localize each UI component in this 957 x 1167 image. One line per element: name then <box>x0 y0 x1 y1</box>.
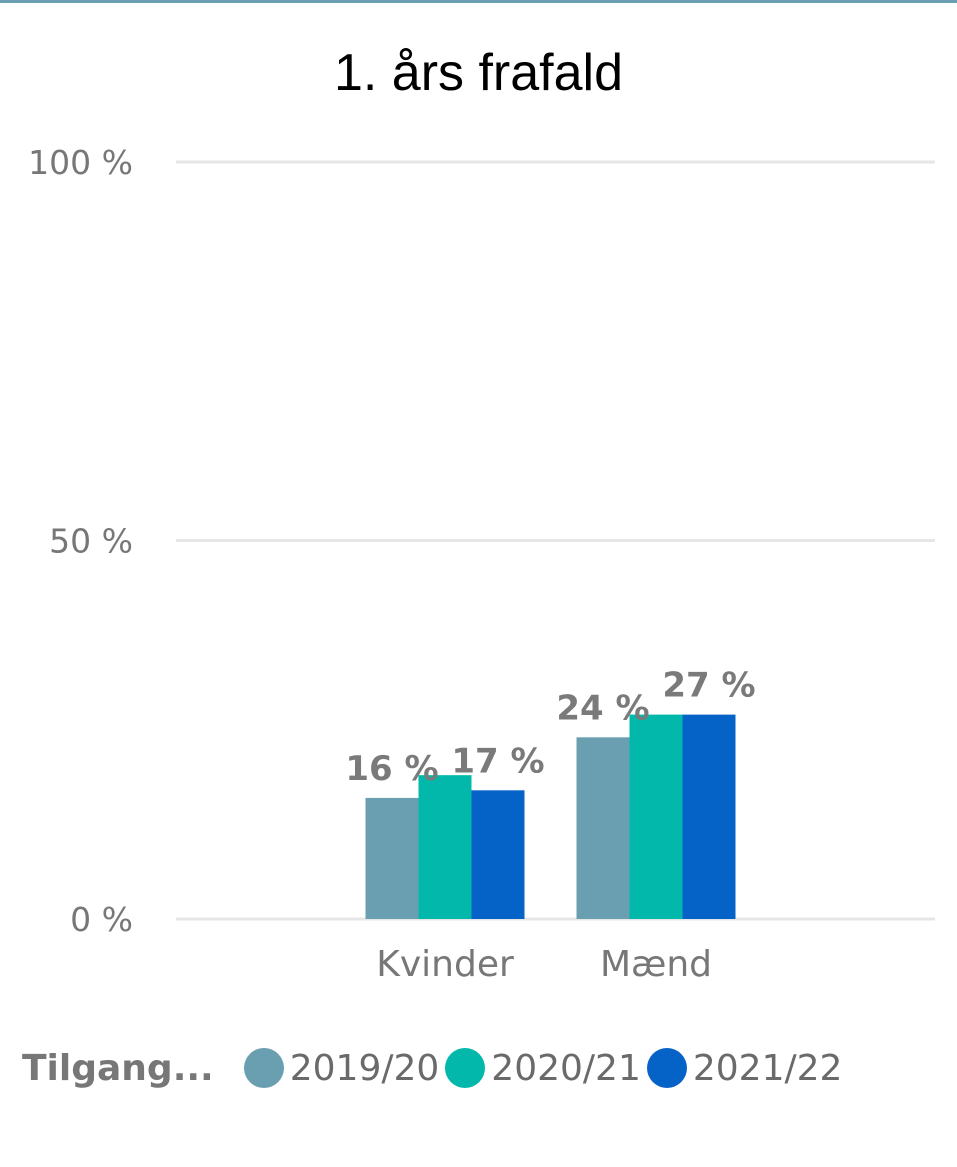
bar[interactable] <box>629 714 683 919</box>
y-tick-label: 100 % <box>28 143 133 182</box>
legend-item[interactable]: 2020/21 <box>445 1048 641 1089</box>
legend-swatch-icon <box>445 1048 486 1088</box>
data-label: 27 % <box>662 666 755 706</box>
bar[interactable] <box>576 737 630 919</box>
data-label: 16 % <box>345 749 438 789</box>
data-label: 24 % <box>556 688 649 728</box>
legend-label: 2021/22 <box>692 1047 843 1089</box>
bars <box>365 714 736 919</box>
gridlines <box>176 160 935 921</box>
category-label: Kvinder <box>376 944 514 985</box>
data-label: 17 % <box>451 741 544 781</box>
data-labels: 16 % 17 % 24 % 27 % <box>345 666 755 789</box>
legend-item[interactable]: 2019/20 <box>243 1047 440 1089</box>
category-label: Mænd <box>600 944 712 985</box>
bar-chart: 0 % 50 % 100 % 16 % 17 % 24 % 27 % Kvinder Mæn… <box>28 143 935 985</box>
y-axis-ticks: 0 % 50 % 100 % <box>28 143 133 939</box>
bar[interactable] <box>418 775 472 919</box>
legend-item[interactable]: 2021/22 <box>646 1047 843 1089</box>
chart-title: 1. års frafald <box>333 44 624 102</box>
legend-label: 2019/20 <box>289 1047 440 1089</box>
x-axis-categories: Kvinder Mænd <box>376 944 712 985</box>
bar[interactable] <box>365 797 419 919</box>
legend-title: Tilgang... <box>22 1047 214 1089</box>
legend: Tilgang... 2019/20 2020/21 2021/22 <box>22 1040 848 1096</box>
legend-label: 2020/21 <box>491 1047 641 1089</box>
bar[interactable] <box>682 714 736 919</box>
legend-swatch-icon <box>243 1048 284 1088</box>
top-border <box>0 0 957 3</box>
legend-swatch-icon <box>646 1048 687 1088</box>
y-tick-label: 50 % <box>49 522 133 561</box>
bar[interactable] <box>471 790 525 919</box>
y-tick-label: 0 % <box>70 900 133 939</box>
legend-items: 2019/20 2020/21 2021/22 <box>243 1047 849 1089</box>
